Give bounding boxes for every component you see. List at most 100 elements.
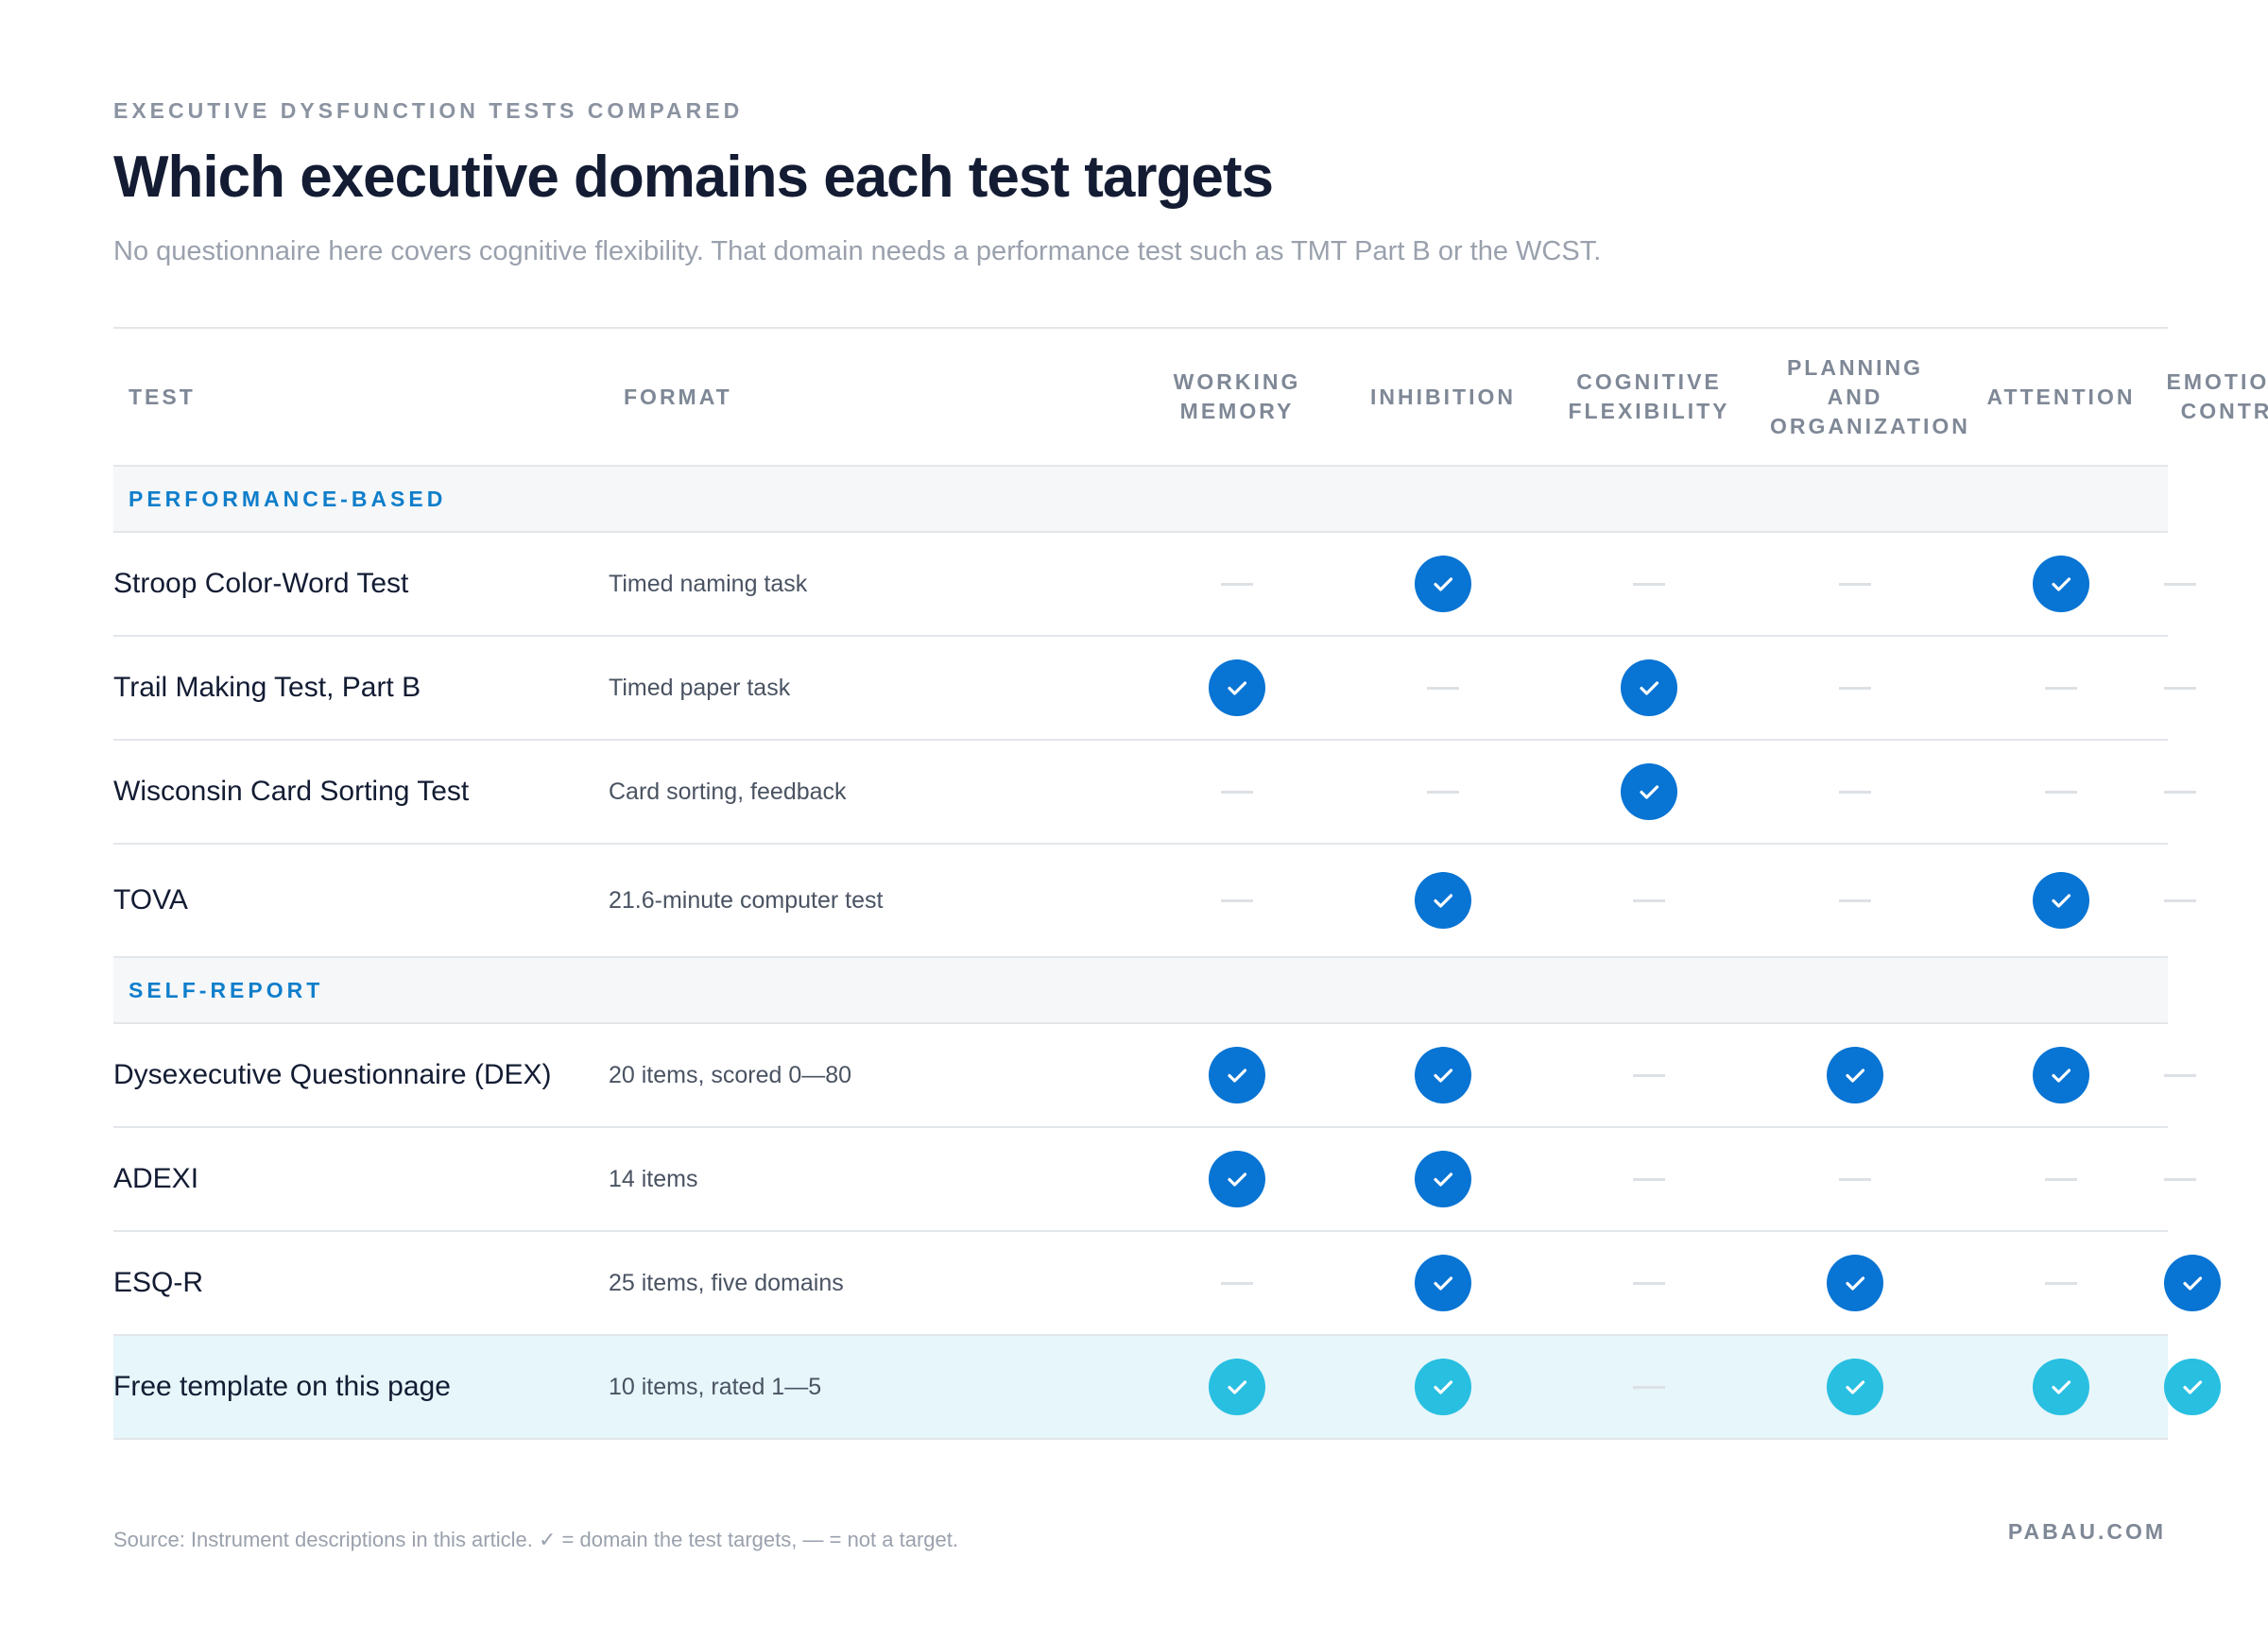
domain-cell bbox=[1752, 636, 1958, 741]
dash-icon bbox=[1633, 1282, 1665, 1286]
domain-cell bbox=[1752, 532, 1958, 637]
domain-cell bbox=[1546, 532, 1752, 637]
table-row: ESQ-R 25 items, five domains bbox=[113, 1231, 2221, 1336]
dash-icon bbox=[2164, 791, 2196, 795]
column-header-emotional-control: EMOTIONAL CONTROL bbox=[2164, 327, 2268, 467]
test-format: Timed paper task bbox=[609, 636, 1134, 741]
domain-cell bbox=[1958, 844, 2164, 958]
domain-cell bbox=[2164, 844, 2196, 958]
test-name: Free template on this page bbox=[113, 1335, 609, 1440]
check-icon bbox=[1415, 872, 1471, 929]
table-row: Stroop Color-Word Test Timed naming task bbox=[113, 532, 2196, 637]
dash-icon bbox=[1633, 583, 1665, 587]
domain-cell bbox=[1958, 532, 2164, 637]
domain-cell bbox=[1340, 1335, 1546, 1440]
dash-icon bbox=[1221, 899, 1253, 903]
header-row: TEST FORMAT WORKING MEMORY INHIBITION CO… bbox=[113, 327, 2268, 467]
domain-cell bbox=[1134, 532, 1340, 637]
domain-cell bbox=[2164, 1023, 2196, 1128]
table-row: Free template on this page 10 items, rate… bbox=[113, 1335, 2221, 1440]
check-icon bbox=[1209, 659, 1265, 716]
group-label: SELF-REPORT bbox=[113, 957, 2168, 1024]
test-name: TOVA bbox=[113, 844, 609, 958]
check-icon bbox=[2033, 1359, 2089, 1415]
domain-cell bbox=[1546, 1127, 1752, 1232]
domain-cell bbox=[2164, 1231, 2221, 1336]
test-name: Stroop Color-Word Test bbox=[113, 532, 609, 637]
domain-cell bbox=[1134, 1335, 1340, 1440]
check-icon bbox=[1415, 1255, 1471, 1311]
check-icon bbox=[2033, 1047, 2089, 1103]
dash-icon bbox=[2164, 583, 2196, 587]
dash-icon bbox=[2045, 1178, 2077, 1182]
check-icon bbox=[2033, 872, 2089, 929]
group-label: PERFORMANCE-BASED bbox=[113, 466, 2168, 533]
domain-cell bbox=[1134, 1127, 1340, 1232]
check-icon bbox=[1621, 763, 1677, 820]
domain-cell bbox=[1134, 740, 1340, 845]
check-icon bbox=[1209, 1359, 1265, 1415]
check-icon bbox=[1415, 1359, 1471, 1415]
comparison-table: TEST FORMAT WORKING MEMORY INHIBITION CO… bbox=[113, 327, 2268, 1440]
column-header-inhibition: INHIBITION bbox=[1340, 327, 1546, 467]
domain-cell bbox=[1752, 1335, 1958, 1440]
check-icon bbox=[1621, 659, 1677, 716]
table-row: Trail Making Test, Part B Timed paper tas… bbox=[113, 636, 2196, 741]
test-format: 10 items, rated 1—5 bbox=[609, 1335, 1134, 1440]
test-name: ADEXI bbox=[113, 1127, 609, 1232]
group-row: SELF-REPORT bbox=[113, 957, 2168, 1024]
domain-cell bbox=[1958, 636, 2164, 741]
test-format: 14 items bbox=[609, 1127, 1134, 1232]
source-footnote: Source: Instrument descriptions in this … bbox=[113, 1528, 958, 1551]
check-icon bbox=[2164, 1359, 2221, 1415]
column-header-attention: ATTENTION bbox=[1958, 327, 2164, 467]
check-icon bbox=[1827, 1359, 1883, 1415]
dash-icon bbox=[1427, 687, 1459, 691]
domain-cell bbox=[1340, 1127, 1546, 1232]
check-icon bbox=[2033, 556, 2089, 612]
test-name: ESQ-R bbox=[113, 1231, 609, 1336]
dash-icon bbox=[1839, 687, 1871, 691]
test-name: Dysexecutive Questionnaire (DEX) bbox=[113, 1023, 609, 1128]
group-row: PERFORMANCE-BASED bbox=[113, 466, 2168, 533]
check-icon bbox=[1827, 1255, 1883, 1311]
dash-icon bbox=[2045, 1282, 2077, 1286]
column-header-cognitive-flexibility: COGNITIVE FLEXIBILITY bbox=[1546, 327, 1752, 467]
dash-icon bbox=[1221, 583, 1253, 587]
dash-icon bbox=[1839, 583, 1871, 587]
check-icon bbox=[1209, 1047, 1265, 1103]
dash-icon bbox=[1633, 1386, 1665, 1390]
domain-cell bbox=[1958, 1127, 2164, 1232]
check-icon bbox=[2164, 1255, 2221, 1311]
domain-cell bbox=[1546, 1231, 1752, 1336]
check-icon bbox=[1415, 556, 1471, 612]
dash-icon bbox=[1427, 791, 1459, 795]
domain-cell bbox=[2164, 1335, 2221, 1440]
domain-cell bbox=[1340, 636, 1546, 741]
domain-cell bbox=[1958, 1335, 2164, 1440]
table-row: Dysexecutive Questionnaire (DEX) 20 items… bbox=[113, 1023, 2196, 1128]
dash-icon bbox=[1221, 1282, 1253, 1286]
column-header-working-memory: WORKING MEMORY bbox=[1134, 327, 1340, 467]
domain-cell bbox=[1546, 636, 1752, 741]
dash-icon bbox=[2045, 791, 2077, 795]
domain-cell bbox=[1752, 740, 1958, 845]
domain-cell bbox=[1134, 1231, 1340, 1336]
test-format: 21.6-minute computer test bbox=[609, 844, 1134, 958]
brand-mark: PABAU.COM bbox=[2007, 1519, 2166, 1544]
dash-icon bbox=[1839, 899, 1871, 903]
dash-icon bbox=[1633, 1074, 1665, 1078]
domain-cell bbox=[1752, 1127, 1958, 1232]
domain-cell bbox=[1546, 740, 1752, 845]
domain-cell bbox=[1340, 1231, 1546, 1336]
test-name: Wisconsin Card Sorting Test bbox=[113, 740, 609, 845]
domain-cell bbox=[2164, 532, 2196, 637]
check-icon bbox=[1415, 1047, 1471, 1103]
test-name: Trail Making Test, Part B bbox=[113, 636, 609, 741]
domain-cell bbox=[2164, 636, 2196, 741]
page-subtitle: No questionnaire here covers cognitive f… bbox=[113, 236, 1602, 266]
dash-icon bbox=[1839, 791, 1871, 795]
test-format: 25 items, five domains bbox=[609, 1231, 1134, 1336]
column-header-planning-organization: PLANNING AND ORGANIZATION bbox=[1752, 327, 1967, 467]
check-icon bbox=[1827, 1047, 1883, 1103]
